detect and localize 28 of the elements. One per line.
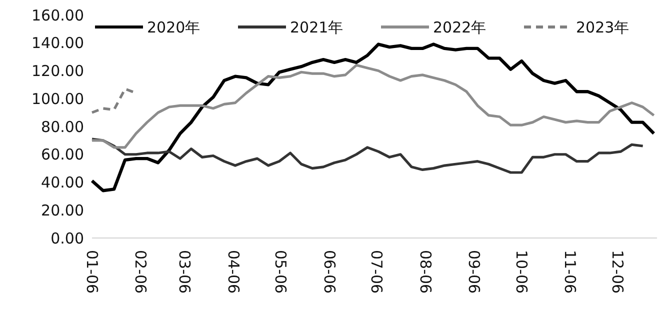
- y-tick-label: 100.00: [32, 90, 84, 108]
- y-tick-label: 120.00: [32, 62, 84, 80]
- x-tick-label: 01-06: [82, 250, 101, 294]
- line-series: [90, 138, 644, 174]
- x-tick-label: 03-06: [176, 250, 194, 294]
- y-tick-label: 140.00: [32, 34, 84, 52]
- legend-label: 2023年: [576, 18, 630, 36]
- legend-label: 2020年: [147, 18, 200, 36]
- y-tick-label: 80.00: [41, 118, 84, 136]
- x-tick-label: 07-06: [368, 250, 386, 294]
- y-tick-label: 160.00: [32, 6, 84, 24]
- x-tick-label: 09-06: [465, 250, 484, 294]
- y-tick-label: 0.00: [50, 229, 84, 248]
- y-tick-label: 40.00: [41, 174, 84, 192]
- y-tick-label: 60.00: [41, 146, 84, 164]
- x-tick-label: 12-06: [608, 250, 626, 294]
- x-tick-label: 06-06: [320, 250, 338, 294]
- line-series: [90, 42, 656, 192]
- line-series: [90, 64, 656, 149]
- x-tick-label: 10-06: [512, 250, 530, 294]
- x-tick-label: 11-06: [561, 250, 580, 294]
- x-tick-label: 02-06: [132, 250, 150, 294]
- y-tick-label: 20.00: [41, 201, 84, 220]
- x-tick-label: 04-06: [224, 250, 242, 294]
- legend-label: 2022年: [433, 18, 486, 36]
- x-tick-label: 08-06: [416, 250, 434, 294]
- legend-label: 2021年: [290, 18, 344, 36]
- x-tick-label: 05-06: [272, 250, 290, 294]
